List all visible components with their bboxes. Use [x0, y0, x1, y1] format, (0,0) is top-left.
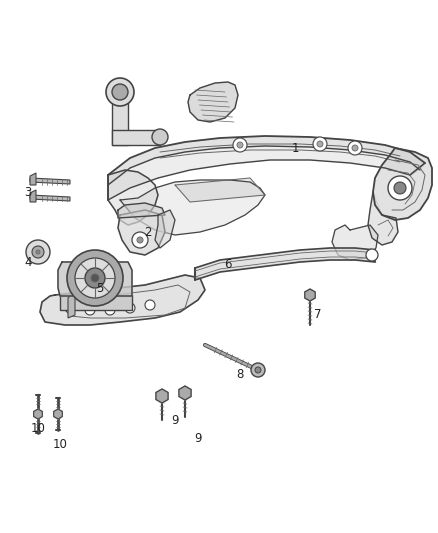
Polygon shape: [68, 290, 75, 318]
Circle shape: [313, 137, 327, 151]
Circle shape: [36, 250, 40, 254]
Circle shape: [65, 303, 75, 313]
Circle shape: [251, 363, 265, 377]
Polygon shape: [179, 386, 191, 400]
Circle shape: [67, 250, 123, 306]
Polygon shape: [108, 136, 425, 185]
Polygon shape: [120, 180, 265, 235]
Polygon shape: [54, 409, 62, 419]
Polygon shape: [175, 178, 265, 202]
Text: 6: 6: [224, 259, 232, 271]
Circle shape: [85, 305, 95, 315]
Circle shape: [105, 305, 115, 315]
Polygon shape: [368, 192, 398, 245]
Circle shape: [125, 303, 135, 313]
Circle shape: [85, 268, 105, 288]
Circle shape: [112, 84, 128, 100]
Polygon shape: [305, 289, 315, 301]
Polygon shape: [156, 389, 168, 403]
Text: 7: 7: [314, 309, 322, 321]
Circle shape: [317, 141, 323, 147]
Polygon shape: [112, 92, 128, 145]
Polygon shape: [118, 203, 165, 218]
Circle shape: [352, 145, 358, 151]
Circle shape: [366, 249, 378, 261]
Polygon shape: [30, 178, 70, 184]
Polygon shape: [188, 82, 238, 122]
Circle shape: [394, 182, 406, 194]
Circle shape: [145, 300, 155, 310]
Text: 4: 4: [24, 255, 32, 269]
Circle shape: [106, 78, 134, 106]
Polygon shape: [108, 146, 420, 200]
Circle shape: [388, 176, 412, 200]
Circle shape: [91, 274, 99, 282]
Polygon shape: [118, 210, 165, 255]
Circle shape: [32, 246, 44, 258]
Polygon shape: [305, 289, 315, 301]
Text: 5: 5: [96, 281, 104, 295]
Circle shape: [233, 138, 247, 152]
Polygon shape: [332, 225, 378, 260]
Circle shape: [137, 237, 143, 243]
Text: 9: 9: [171, 414, 179, 426]
Polygon shape: [108, 170, 158, 225]
Polygon shape: [40, 275, 205, 325]
Text: 10: 10: [31, 422, 46, 434]
Polygon shape: [30, 173, 36, 185]
Polygon shape: [58, 262, 132, 296]
Polygon shape: [112, 130, 160, 145]
Polygon shape: [30, 190, 36, 202]
Polygon shape: [30, 195, 70, 201]
Circle shape: [75, 258, 115, 298]
Circle shape: [152, 129, 168, 145]
Polygon shape: [34, 409, 42, 419]
Polygon shape: [373, 148, 432, 220]
Text: 3: 3: [25, 185, 32, 198]
Circle shape: [255, 367, 261, 373]
Text: 9: 9: [194, 432, 202, 445]
Polygon shape: [179, 386, 191, 400]
Polygon shape: [34, 409, 42, 419]
Polygon shape: [60, 295, 132, 310]
Circle shape: [132, 232, 148, 248]
Text: 10: 10: [53, 439, 67, 451]
Polygon shape: [155, 210, 175, 248]
Polygon shape: [156, 389, 168, 403]
Polygon shape: [195, 248, 375, 280]
Text: 1: 1: [291, 141, 299, 155]
Text: 8: 8: [237, 368, 244, 382]
Circle shape: [26, 240, 50, 264]
Circle shape: [348, 141, 362, 155]
Circle shape: [237, 142, 243, 148]
Text: 2: 2: [144, 225, 152, 238]
Polygon shape: [54, 409, 62, 419]
